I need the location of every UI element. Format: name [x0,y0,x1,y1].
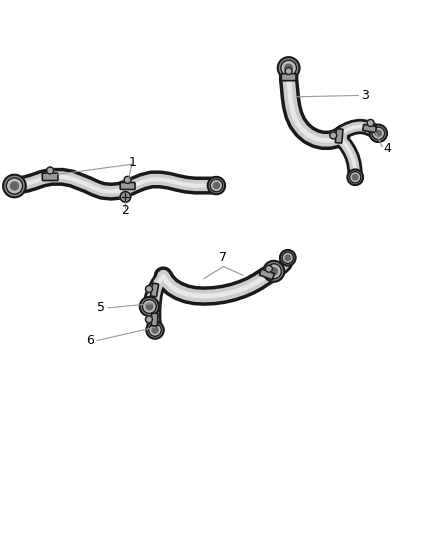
Circle shape [266,264,281,279]
Circle shape [265,265,272,272]
FancyBboxPatch shape [363,125,376,133]
Circle shape [208,177,225,194]
Circle shape [146,303,153,310]
Circle shape [375,130,381,136]
FancyBboxPatch shape [336,129,343,143]
FancyBboxPatch shape [259,269,274,280]
Circle shape [285,64,293,72]
Circle shape [140,297,159,316]
Circle shape [263,261,284,282]
Circle shape [120,192,131,202]
Circle shape [142,300,156,313]
Circle shape [146,321,164,339]
FancyBboxPatch shape [42,173,58,181]
Circle shape [124,176,131,183]
Circle shape [213,182,219,189]
Circle shape [350,172,361,183]
Circle shape [370,125,387,142]
Circle shape [149,324,161,336]
Circle shape [285,255,290,261]
FancyBboxPatch shape [281,74,296,80]
Circle shape [367,119,374,126]
Circle shape [282,252,293,263]
Circle shape [210,179,223,192]
Circle shape [145,286,152,293]
Circle shape [278,57,300,79]
Circle shape [11,182,18,190]
Text: 1: 1 [129,156,137,168]
Text: 4: 4 [384,142,392,155]
Circle shape [270,268,278,275]
Circle shape [353,174,358,180]
Circle shape [281,60,297,76]
Circle shape [280,250,296,265]
FancyBboxPatch shape [152,313,158,326]
Circle shape [347,169,363,185]
Circle shape [47,167,53,174]
Circle shape [372,127,385,140]
Circle shape [145,316,152,323]
Circle shape [6,178,23,194]
FancyBboxPatch shape [151,283,159,297]
Circle shape [285,68,292,75]
Circle shape [3,175,26,197]
Text: 3: 3 [361,89,369,102]
Text: 7: 7 [219,251,227,264]
Text: 6: 6 [86,334,94,347]
Circle shape [330,132,337,139]
Circle shape [152,327,158,333]
Text: 5: 5 [97,301,105,314]
FancyBboxPatch shape [120,182,135,189]
Circle shape [123,194,128,199]
Text: 2: 2 [121,204,129,217]
